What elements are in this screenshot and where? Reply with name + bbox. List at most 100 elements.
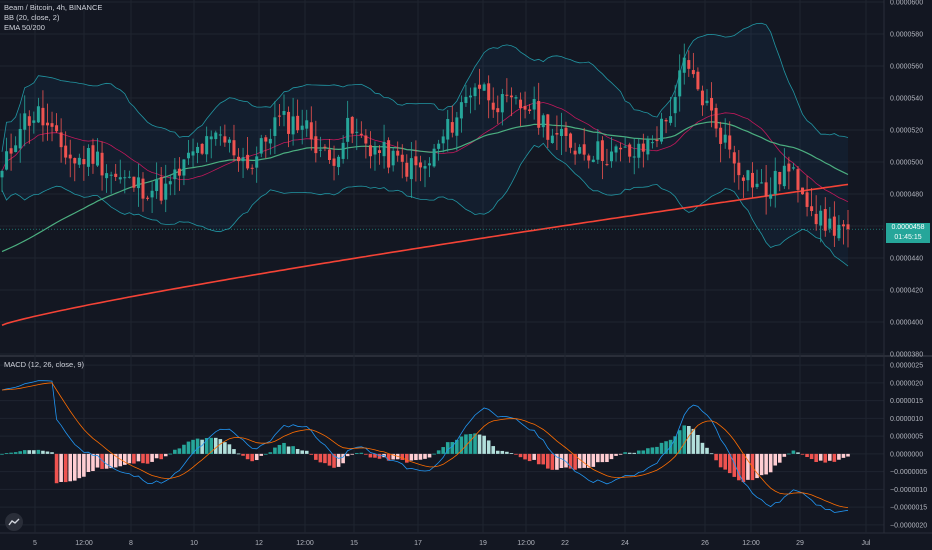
macd-histogram-bar bbox=[332, 453, 336, 468]
candle-body bbox=[396, 150, 400, 156]
candle-body bbox=[632, 156, 636, 158]
macd-histogram-bar bbox=[163, 453, 168, 457]
bollinger-band-fill bbox=[2, 23, 848, 267]
candle-body bbox=[710, 97, 714, 111]
macd-tick-label: 0.0000025 bbox=[890, 363, 923, 370]
macd-histogram-bar bbox=[250, 453, 254, 462]
candle-body bbox=[814, 213, 818, 225]
time-tick-label: 22 bbox=[561, 540, 569, 547]
macd-histogram-bar bbox=[354, 452, 359, 454]
macd-histogram-bar bbox=[596, 453, 600, 463]
macd-tick-label: 0.0000005 bbox=[890, 434, 923, 441]
candle-body bbox=[746, 170, 750, 181]
macd-histogram-bar bbox=[514, 453, 518, 455]
macd-histogram-bar bbox=[218, 439, 223, 454]
macd-histogram-bar bbox=[191, 439, 195, 454]
macd-histogram-bar bbox=[54, 453, 59, 484]
price-tick-label: 0.0000600 bbox=[890, 0, 923, 7]
macd-histogram-bar bbox=[159, 453, 163, 460]
price-tag-countdown: 01:45:15 bbox=[894, 234, 922, 241]
candle-body bbox=[218, 134, 222, 136]
macd-histogram-bar bbox=[582, 453, 586, 468]
macd-histogram-bar bbox=[809, 453, 814, 460]
candle-body bbox=[255, 156, 259, 168]
candle-body bbox=[487, 83, 491, 101]
candle-body bbox=[541, 115, 545, 128]
candle-body bbox=[14, 145, 18, 153]
macd-histogram-bar bbox=[4, 453, 9, 454]
candle-body bbox=[801, 187, 805, 195]
macd-histogram-bar bbox=[136, 453, 141, 462]
candle-body bbox=[664, 119, 668, 122]
candle-body bbox=[146, 197, 150, 199]
macd-histogram-bar bbox=[232, 449, 236, 454]
candle-body bbox=[327, 149, 331, 161]
macd-histogram-bar bbox=[227, 444, 232, 454]
macd-histogram-bar bbox=[705, 447, 709, 454]
candle-body bbox=[750, 172, 754, 188]
candle-body bbox=[305, 120, 309, 129]
candle-body bbox=[332, 158, 336, 166]
macd-histogram-bar bbox=[846, 453, 850, 457]
candle-body bbox=[264, 137, 268, 142]
macd-histogram-bar bbox=[68, 453, 73, 482]
macd-histogram-bar bbox=[427, 453, 432, 458]
macd-histogram-bar bbox=[22, 450, 27, 454]
candle-body bbox=[150, 190, 154, 198]
candle-body bbox=[314, 136, 318, 154]
macd-histogram-bar bbox=[791, 450, 796, 454]
candle-body bbox=[232, 140, 236, 156]
macd-histogram-bar bbox=[559, 453, 564, 469]
candle-body bbox=[68, 154, 72, 159]
macd-histogram-bar bbox=[787, 453, 791, 455]
candle-body bbox=[209, 136, 213, 140]
candle-body bbox=[64, 145, 68, 158]
candle-body bbox=[446, 118, 450, 140]
macd-tick-label: −0.0000005 bbox=[890, 469, 927, 476]
candle-body bbox=[810, 206, 814, 212]
candle-body bbox=[655, 139, 659, 142]
candle-body bbox=[123, 177, 127, 179]
candle-body bbox=[673, 97, 677, 114]
candle-body bbox=[45, 122, 49, 126]
candle-body bbox=[136, 177, 140, 189]
macd-histogram-bar bbox=[482, 435, 486, 454]
macd-histogram-bar bbox=[500, 450, 505, 454]
candle-body bbox=[464, 96, 468, 104]
macd-tick-label: 0.0000015 bbox=[890, 398, 923, 405]
macd-histogram-bar bbox=[59, 453, 63, 482]
candle-body bbox=[191, 151, 195, 156]
macd-histogram-bar bbox=[509, 453, 514, 454]
macd-histogram-bar bbox=[759, 453, 764, 476]
candle-body bbox=[764, 182, 768, 197]
macd-histogram-bar bbox=[755, 453, 759, 479]
candle-body bbox=[819, 210, 823, 226]
macd-histogram-bar bbox=[532, 453, 536, 460]
tradingview-logo-icon[interactable] bbox=[5, 513, 23, 531]
time-tick-label: 8 bbox=[129, 540, 133, 547]
macd-histogram-bar bbox=[623, 452, 627, 454]
macd-histogram-bar bbox=[600, 453, 605, 463]
macd-histogram-bar bbox=[714, 453, 718, 461]
macd-histogram-bar bbox=[814, 453, 818, 462]
macd-tick-label: −0.0000015 bbox=[890, 505, 927, 512]
macd-histogram-bar bbox=[691, 428, 696, 454]
macd-histogram-bar bbox=[486, 440, 491, 454]
candle-body bbox=[100, 152, 104, 176]
macd-histogram-bar bbox=[273, 447, 277, 454]
candle-body bbox=[600, 140, 604, 161]
candle-body bbox=[473, 87, 477, 97]
candle-body bbox=[778, 171, 782, 185]
candle-body bbox=[682, 57, 686, 73]
price-tick-label: 0.0000520 bbox=[890, 128, 923, 135]
candle-body bbox=[341, 142, 345, 159]
candle-body bbox=[769, 194, 773, 199]
macd-histogram-bar bbox=[368, 453, 373, 458]
bb-legend: BB (20, close, 2) bbox=[4, 13, 60, 22]
macd-histogram-bar bbox=[459, 436, 464, 454]
candle-body bbox=[582, 144, 586, 155]
candle-body bbox=[409, 158, 413, 180]
macd-histogram-bar bbox=[659, 442, 664, 454]
macd-histogram-bar bbox=[113, 453, 118, 468]
